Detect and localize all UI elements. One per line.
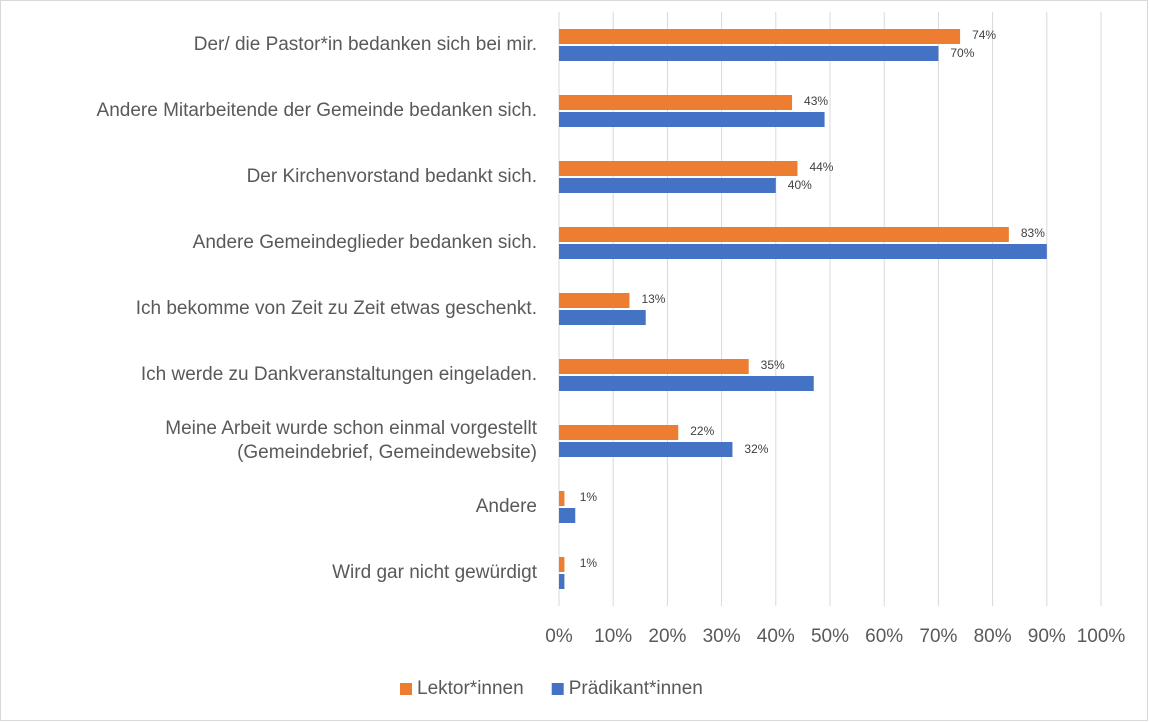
bar bbox=[559, 29, 961, 44]
x-tick-label: 60% bbox=[865, 626, 903, 647]
x-tick-label: 10% bbox=[594, 626, 632, 647]
legend-swatch bbox=[400, 683, 412, 695]
legend-label: Prädikant*innen bbox=[569, 678, 703, 699]
category-label: Der Kirchenvorstand bedankt sich. bbox=[247, 166, 537, 187]
bar bbox=[559, 359, 749, 374]
x-tick-label: 40% bbox=[757, 626, 795, 647]
x-tick-label: 0% bbox=[545, 626, 573, 647]
category-label: (Gemeindebrief, Gemeindewebsite) bbox=[237, 442, 537, 463]
category-label: Meine Arbeit wurde schon einmal vorgeste… bbox=[165, 418, 537, 439]
bar bbox=[559, 293, 630, 308]
bar bbox=[559, 244, 1047, 259]
x-tick-label: 70% bbox=[919, 626, 957, 647]
bar bbox=[559, 161, 798, 176]
category-label: Der/ die Pastor*in bedanken sich bei mir… bbox=[194, 34, 537, 55]
x-tick-label: 90% bbox=[1028, 626, 1066, 647]
data-label: 13% bbox=[641, 292, 665, 306]
legend-swatch bbox=[551, 683, 564, 695]
bar bbox=[559, 95, 793, 110]
bar bbox=[559, 227, 1009, 242]
bar bbox=[559, 376, 814, 391]
data-label: 35% bbox=[761, 358, 785, 372]
bar bbox=[559, 442, 733, 457]
data-label: 70% bbox=[950, 46, 974, 60]
bar bbox=[559, 557, 565, 572]
data-label: 22% bbox=[690, 424, 714, 438]
x-tick-label: 100% bbox=[1077, 626, 1126, 647]
data-label: 1% bbox=[580, 556, 598, 570]
bar bbox=[559, 574, 565, 589]
category-label: Andere Gemeindeglieder bedanken sich. bbox=[193, 232, 537, 253]
category-label: Ich bekomme von Zeit zu Zeit etwas gesch… bbox=[136, 298, 537, 319]
bar bbox=[559, 491, 565, 506]
x-tick-label: 50% bbox=[811, 626, 849, 647]
bar bbox=[559, 46, 939, 61]
data-label: 40% bbox=[788, 178, 812, 192]
data-label: 43% bbox=[804, 94, 828, 108]
category-label: Andere Mitarbeitende der Gemeinde bedank… bbox=[97, 100, 537, 121]
x-tick-label: 80% bbox=[974, 626, 1012, 647]
data-label: 32% bbox=[744, 442, 768, 456]
bar bbox=[559, 508, 576, 523]
data-label: 74% bbox=[972, 28, 996, 42]
bar bbox=[559, 112, 825, 127]
bar bbox=[559, 425, 679, 440]
data-label: 1% bbox=[580, 490, 598, 504]
category-label: Wird gar nicht gewürdigt bbox=[332, 562, 538, 583]
bar bbox=[559, 178, 776, 193]
x-tick-label: 30% bbox=[703, 626, 741, 647]
data-label: 44% bbox=[809, 160, 833, 174]
category-label: Ich werde zu Dankveranstaltungen eingela… bbox=[141, 364, 537, 385]
bar bbox=[559, 310, 646, 325]
category-label: Andere bbox=[476, 496, 537, 517]
legend-label: Lektor*innen bbox=[417, 678, 524, 699]
x-tick-label: 20% bbox=[648, 626, 686, 647]
data-label: 83% bbox=[1021, 226, 1045, 240]
